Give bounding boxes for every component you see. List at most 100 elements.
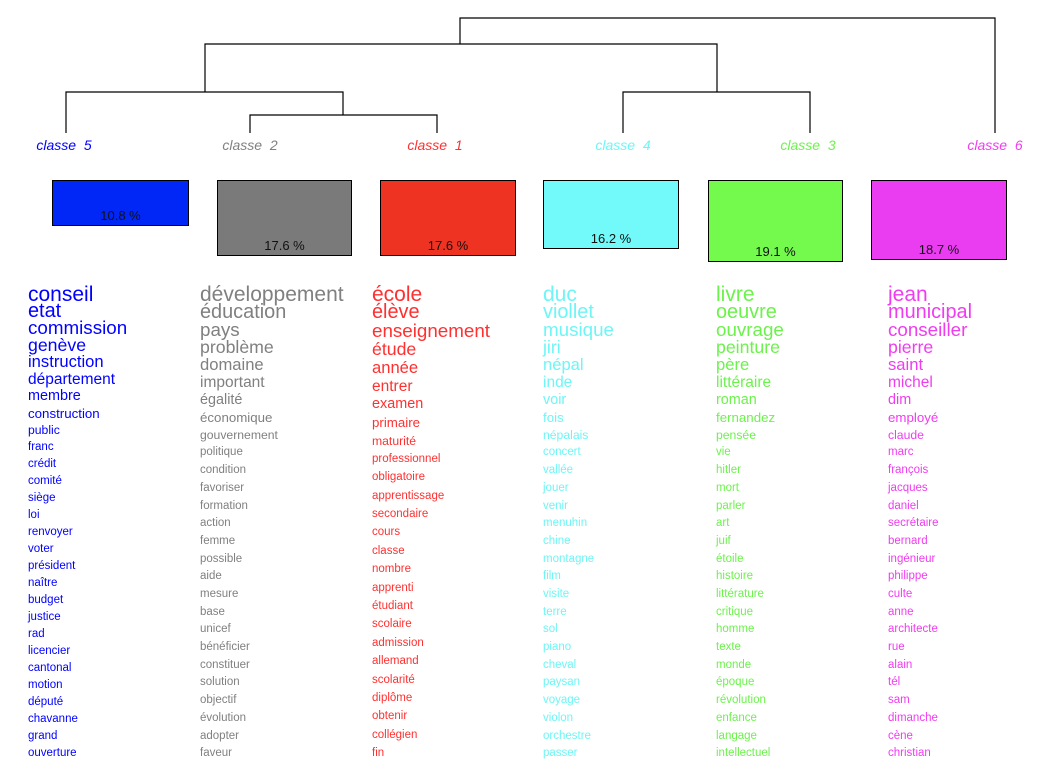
word-item: jouer — [543, 481, 569, 494]
word-item: film — [543, 570, 561, 583]
word-item: sam — [888, 694, 910, 707]
word-item: violon — [543, 711, 574, 724]
word-item: formation — [200, 499, 248, 512]
word-item: obtenir — [372, 710, 408, 723]
class-percent: 18.7 % — [918, 242, 960, 257]
word-item: voter — [28, 542, 54, 555]
word-item: marc — [888, 446, 914, 459]
word-item: tél — [888, 676, 901, 689]
word-item: parler — [716, 499, 746, 512]
word-item: président — [28, 559, 76, 572]
class-label: classe 3 — [780, 137, 836, 153]
word-item: collégien — [372, 728, 418, 741]
class-size-box: 10.8 % — [52, 180, 189, 226]
word-item: comité — [28, 474, 62, 487]
word-item: député — [28, 696, 64, 709]
word-item: paysan — [543, 676, 581, 689]
word-item: musique — [543, 318, 614, 340]
word-item: crédit — [28, 457, 57, 470]
word-item: conseiller — [888, 318, 968, 340]
word-item: orchestre — [543, 729, 591, 742]
branch-4-3 — [622, 91, 811, 133]
branch-5-2-1 — [65, 91, 344, 133]
word-item: diplôme — [372, 692, 413, 704]
word-item: important — [200, 374, 265, 392]
word-item: culte — [888, 587, 913, 600]
word-item: naître — [28, 576, 58, 589]
word-item: oeuvre — [716, 300, 777, 323]
word-item: cantonal — [28, 662, 72, 674]
word-item: fin — [372, 747, 385, 760]
word-item: inde — [543, 374, 573, 392]
word-item: monde — [716, 658, 752, 671]
word-item: vie — [716, 446, 731, 459]
word-item: françois — [888, 464, 929, 477]
word-item: révolution — [716, 694, 766, 707]
word-item: égalité — [200, 392, 243, 409]
class-label: classe 5 — [36, 137, 92, 153]
word-item: viollet — [543, 300, 594, 323]
word-item: alain — [888, 658, 913, 671]
class-size-box: 18.7 % — [871, 180, 1007, 260]
word-item: action — [200, 517, 231, 530]
word-item: vallée — [543, 464, 574, 477]
word-item: mort — [716, 481, 739, 494]
word-item: ouverture — [28, 747, 77, 760]
class-percent: 19.1 % — [755, 244, 796, 259]
word-item: pierre — [888, 336, 934, 357]
word-item: scolaire — [372, 618, 412, 631]
word-item: examen — [372, 396, 424, 413]
word-item: faveur — [200, 747, 232, 760]
word-item: critique — [716, 605, 754, 618]
word-item: michel — [888, 374, 933, 392]
word-item: aide — [200, 570, 222, 583]
word-item: pensée — [716, 428, 756, 443]
word-item: budget — [28, 593, 64, 606]
word-item: langage — [716, 729, 757, 742]
word-item: siège — [28, 491, 56, 504]
word-item: roman — [716, 392, 757, 409]
class-size-box: 17.6 % — [380, 180, 516, 256]
word-item: chavanne — [28, 713, 78, 726]
class-percent: 16.2 % — [590, 231, 632, 246]
word-item: fernandez — [716, 410, 776, 426]
word-item: anne — [888, 605, 914, 618]
word-item: construction — [28, 405, 100, 421]
word-item: piano — [543, 641, 572, 654]
word-item: époque — [716, 676, 755, 689]
word-item: renvoyer — [28, 525, 73, 538]
word-item: développement — [200, 283, 344, 307]
word-item: venir — [543, 499, 568, 512]
word-item: politique — [200, 446, 243, 459]
word-item: conseil — [28, 283, 94, 307]
word-item: économique — [200, 410, 273, 426]
word-item: jacques — [888, 481, 928, 494]
word-item: gouvernement — [200, 428, 278, 443]
branch-left — [204, 43, 718, 92]
word-item: fois — [543, 410, 564, 426]
word-item: municipal — [888, 300, 973, 323]
word-item: enseignement — [372, 320, 490, 342]
word-item: employé — [888, 410, 939, 426]
class-percent: 17.6 % — [264, 238, 305, 253]
word-item: enfance — [716, 711, 757, 724]
word-item: domaine — [200, 354, 264, 374]
word-item: année — [372, 357, 419, 377]
word-item: éducation — [200, 300, 287, 323]
class-label: classe 2 — [222, 137, 278, 153]
word-item: ingénieur — [888, 552, 936, 565]
word-item: menuhin — [543, 517, 588, 530]
word-item: montagne — [543, 552, 595, 565]
word-item: apprentissage — [372, 489, 445, 502]
word-item: voyage — [543, 694, 581, 707]
word-item: bénéficier — [200, 641, 250, 654]
word-item: cène — [888, 729, 913, 742]
word-item: licencier — [28, 644, 71, 657]
word-item: condition — [200, 464, 247, 477]
word-item: allemand — [372, 655, 419, 668]
word-item: grand — [28, 730, 58, 743]
word-item: obligatoire — [372, 471, 426, 484]
word-item: sol — [543, 623, 558, 636]
word-item: terre — [543, 605, 567, 618]
word-item: adopter — [200, 729, 240, 742]
